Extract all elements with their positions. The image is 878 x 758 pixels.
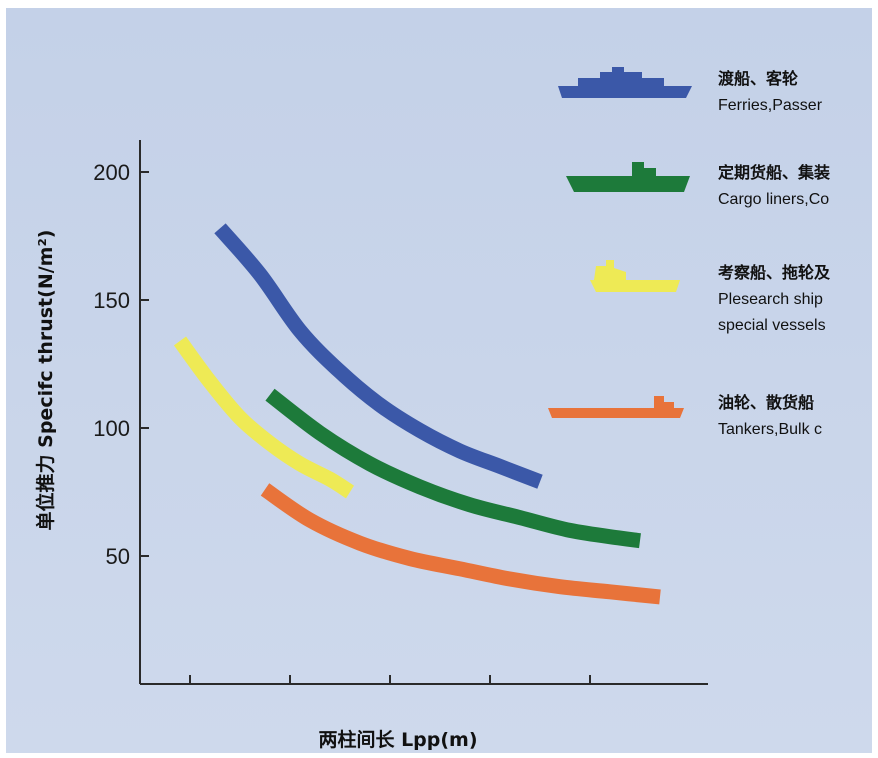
legend-ship-icon-research-ships <box>590 260 680 292</box>
legend-ship-icon-ferries <box>558 67 692 98</box>
series-line-research-ships <box>173 336 355 499</box>
legend-label-cn-research-ships: 考察船、拖轮及 <box>718 263 831 282</box>
legend-label-cn-tankers: 油轮、散货船 <box>718 393 814 412</box>
legend-label-en-tankers: Tankers,Bulk c <box>718 421 822 438</box>
legend-label-cn-cargo-liners: 定期货船、集装 <box>717 163 830 182</box>
legend-label-en-research-ships: Plesearch ship <box>718 291 823 308</box>
x-axis-title: 两柱间长 Lpp(m) <box>318 728 477 751</box>
y-tick-label: 150 <box>93 288 130 313</box>
legend-label-en2-research-ships: special vessels <box>718 317 826 334</box>
legend-label-en-ferries: Ferries,Passer <box>718 97 823 114</box>
legend-label-cn-ferries: 渡船、客轮 <box>718 69 798 88</box>
y-axis-title: 单位推力 Specifc thrust(N/m²) <box>34 230 57 531</box>
y-tick-label: 50 <box>106 544 130 569</box>
legend-ship-icon-cargo-liners <box>566 162 690 192</box>
y-tick-label: 200 <box>93 160 130 185</box>
legend-ship-icon-tankers <box>548 396 684 418</box>
series-line-cargo-liners <box>265 388 641 549</box>
legend-label-en-cargo-liners: Cargo liners,Co <box>718 191 829 208</box>
series-line-ferries <box>214 223 543 489</box>
y-tick-label: 100 <box>93 416 130 441</box>
chart-background <box>6 8 872 753</box>
series-line-tankers <box>260 483 661 605</box>
